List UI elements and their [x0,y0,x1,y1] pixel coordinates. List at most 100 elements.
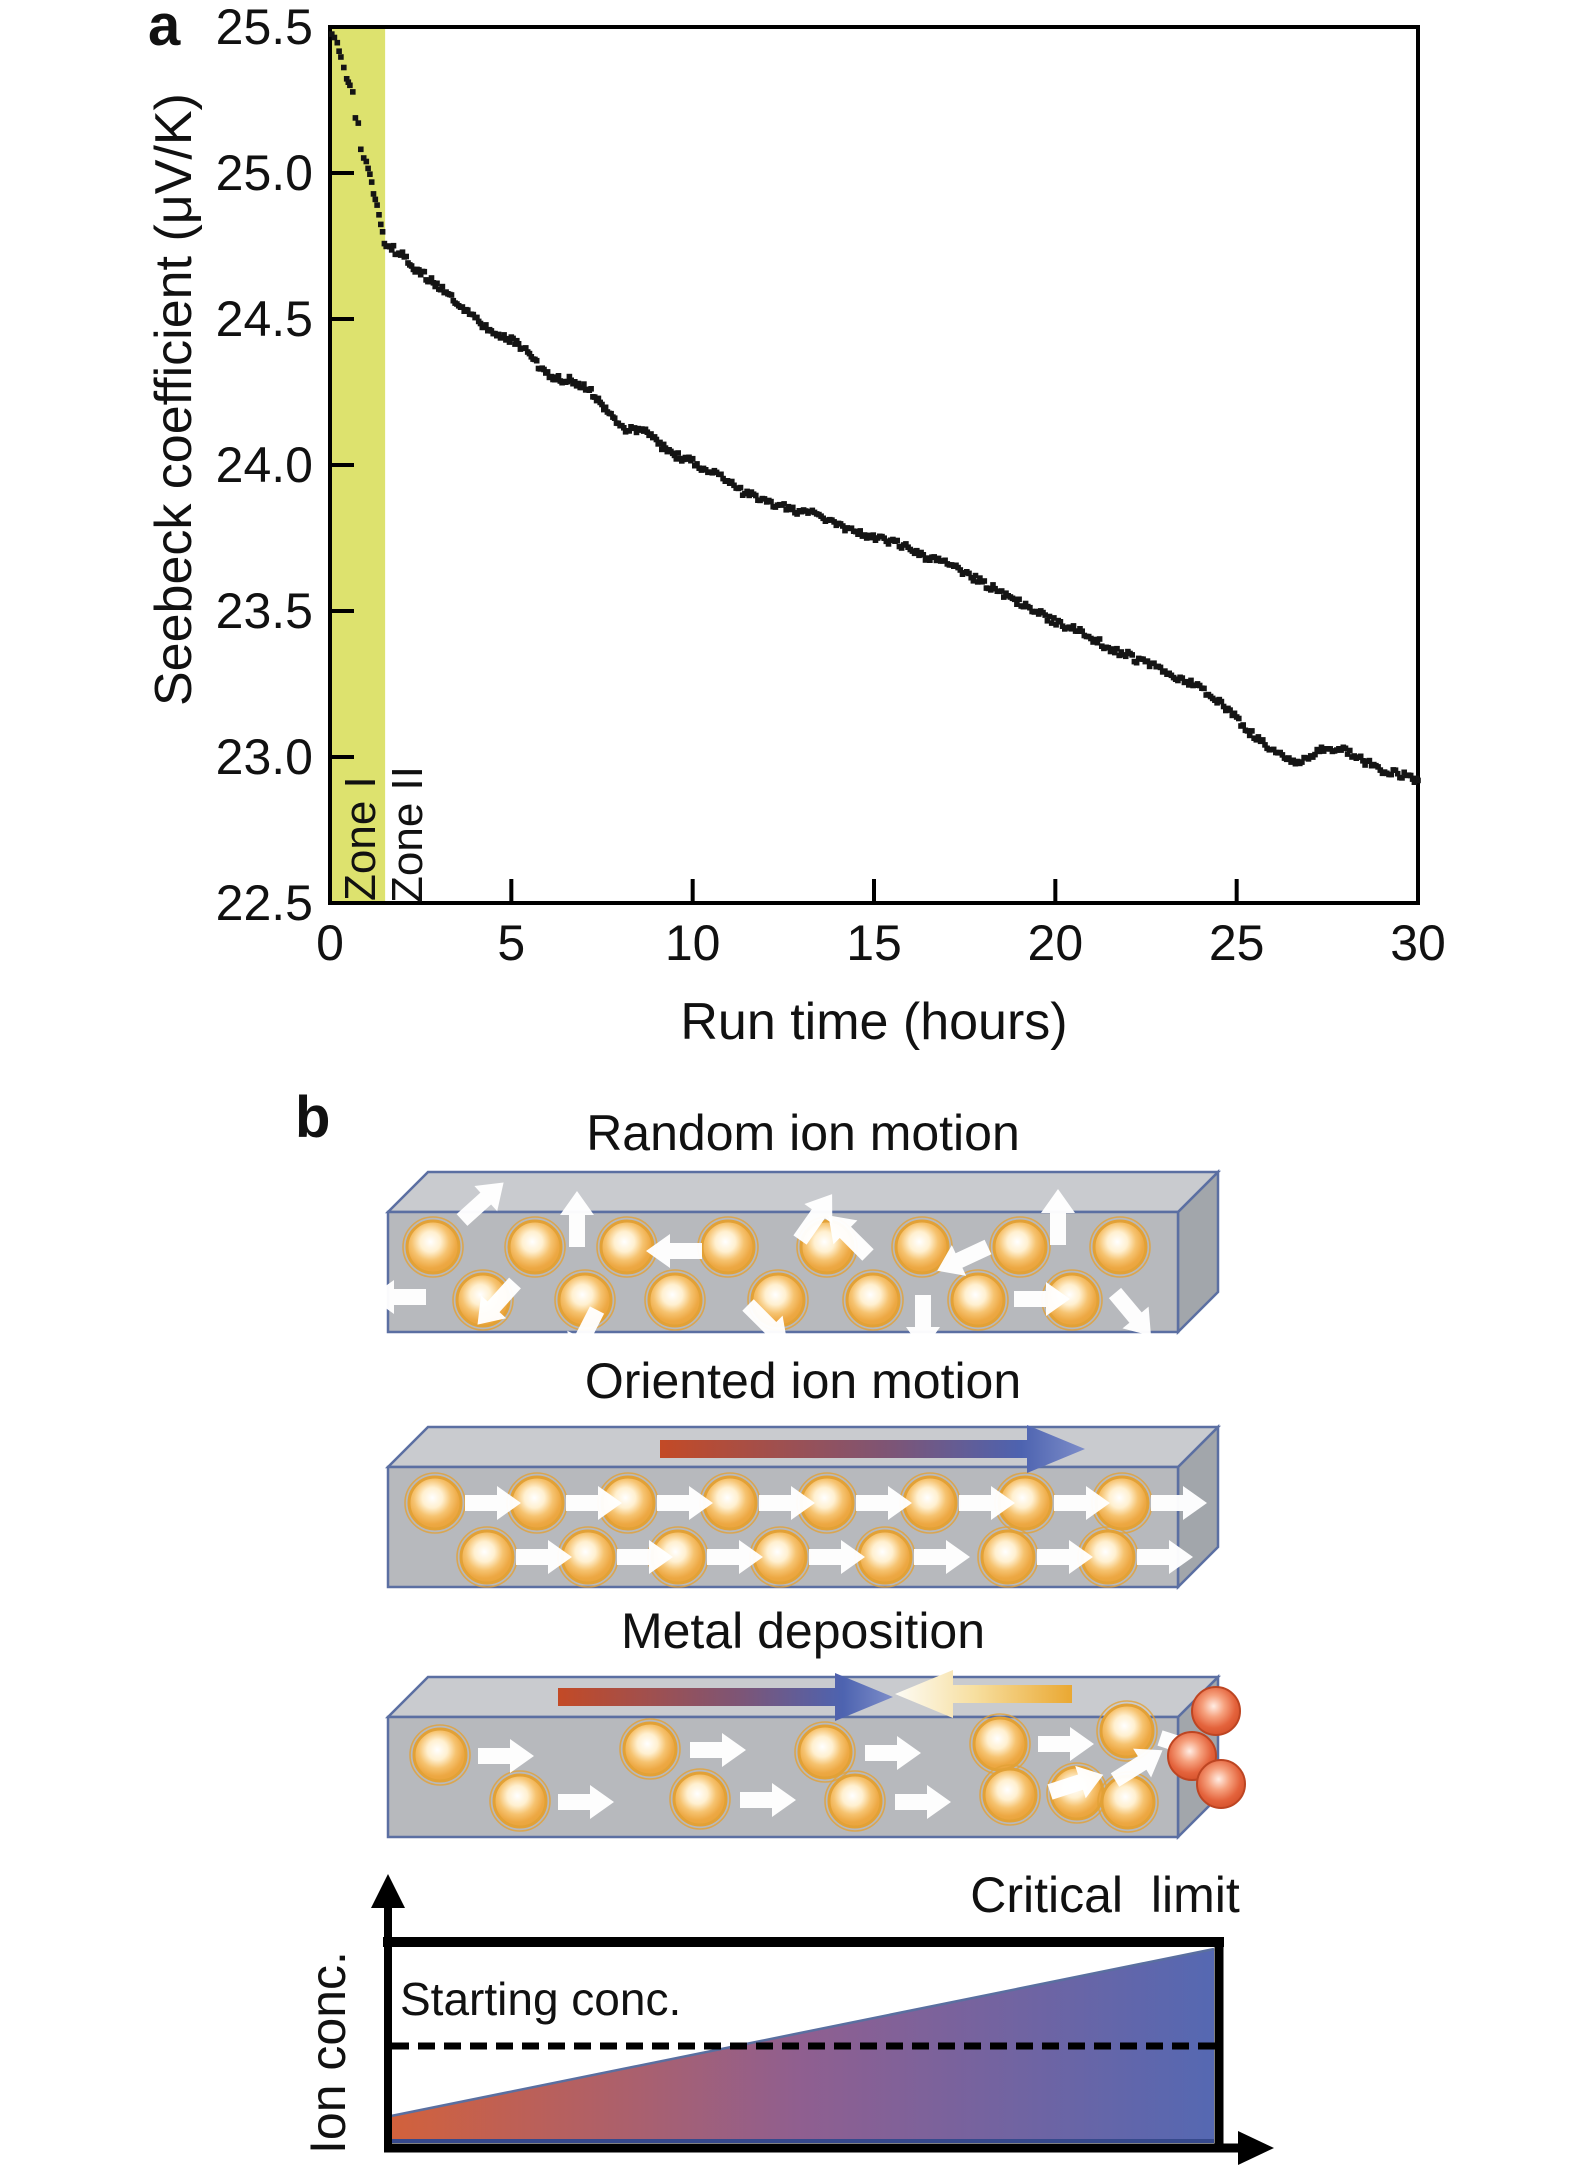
ion [972,1716,1028,1772]
ion-outer-ring [504,1216,566,1278]
ion-motion-arrow [937,1239,992,1276]
ion [557,1272,613,1328]
back-diffusion-arrow [895,1670,1072,1718]
ion [950,1272,1006,1328]
ion-motion-arrow [1137,1540,1193,1574]
deposited-metal-sphere [1196,1759,1246,1809]
x-tick-label: 5 [497,915,526,971]
deposited-metal-sphere [1167,1731,1217,1781]
ion-motion-arrow [558,1785,614,1819]
ion [509,1475,565,1531]
slab-deposition [384,1670,1246,1841]
x-tick-label: 20 [1027,915,1084,971]
ion-motion-arrow [1037,1540,1093,1574]
slab-top-face [384,1675,1222,1719]
ion-motion-arrow [740,1783,796,1817]
ion [1094,1475,1150,1531]
ion [902,1475,958,1531]
slab-side-face [1176,1168,1220,1336]
ion-motion-arrow [1047,1765,1104,1800]
ion [1044,1272,1100,1328]
ion [894,1219,950,1275]
slab-top-face [384,1425,1222,1469]
ion-motion-arrow [456,1182,504,1226]
ion [752,1529,808,1585]
ion-outer-ring [452,1269,514,1331]
ion [455,1272,511,1328]
ion [492,1773,548,1829]
ion-outer-ring [969,1713,1031,1775]
ion-motion-arrow [1151,1486,1207,1520]
ion-outer-ring [891,1216,953,1278]
ion-motion-arrow [793,1194,833,1245]
slab-random [370,1168,1222,1360]
starting-conc-label: Starting conc. [400,1973,682,2025]
ion-motion-arrow [914,1540,970,1574]
ion-outer-ring [1089,1216,1151,1278]
gradient-field-arrow [660,1425,1085,1473]
ion-outer-ring [619,1718,681,1780]
ion [797,1724,853,1780]
ion-outer-ring [669,1768,731,1830]
ion [599,1219,655,1275]
ion-outer-ring [699,1472,761,1534]
ion-motion-arrow [1108,1287,1151,1336]
ion [799,1219,855,1275]
y-tick-label: 23.0 [215,729,313,785]
y-axis-arrowhead [371,1874,405,1908]
ion [647,1272,703,1328]
ion [799,1475,855,1531]
ion [750,1272,806,1328]
slab-title-random: Random ion motion [586,1105,1020,1161]
slab-title-deposition: Metal deposition [620,1603,986,1659]
ion [1099,1703,1155,1759]
ion-motion-arrow [646,1234,702,1268]
x-axis-title: Run time (hours) [680,993,1068,1051]
ion-outer-ring [554,1269,616,1331]
slab-front-face [386,1715,1180,1839]
ion-outer-ring [557,1526,619,1588]
zone-1-label: Zone I [336,776,385,901]
ion [622,1721,678,1777]
ion-outer-ring [977,1526,1039,1588]
y-tick-label: 25.0 [215,145,313,201]
ion [992,1219,1048,1275]
ion-motion-arrow [742,1299,788,1345]
ion-motion-arrow [856,1486,912,1520]
zone1-band [332,29,386,901]
ion [507,1219,563,1275]
panel-a-label: a [148,0,181,58]
ion-outer-ring [824,1770,886,1832]
ion [845,1272,901,1328]
ion-outer-ring [1097,1771,1159,1833]
slab-front-face [386,1210,1180,1334]
ion-outer-ring [989,1216,1051,1278]
ion-outer-ring [489,1770,551,1832]
ion [982,1767,1038,1823]
ion-outer-ring [854,1526,916,1588]
ion [1092,1219,1148,1275]
ion-outer-ring [404,1472,466,1534]
slab-side-face [1176,1673,1220,1841]
ion-outer-ring [842,1269,904,1331]
slab-top-face [384,1170,1222,1214]
ion-motion-arrow [370,1280,426,1314]
slab-oriented [384,1423,1222,1591]
x-tick-label: 15 [846,915,902,971]
ion [672,1771,728,1827]
ion [980,1529,1036,1585]
x-tick-label: 0 [316,915,344,971]
ion-outer-ring [749,1526,811,1588]
ion-outer-ring [1077,1526,1139,1588]
ion-motion-arrow [477,1277,521,1325]
y-tick-label: 23.5 [215,583,313,639]
zone-2-label: Zone II [383,766,432,903]
x-tick-label: 30 [1390,915,1446,971]
ion-outer-ring [596,1216,658,1278]
ion-motion-arrow [1038,1727,1094,1761]
ion-motion-arrow [566,1486,622,1520]
ion [459,1529,515,1585]
ion-outer-ring [796,1472,858,1534]
ion-outer-ring [597,1472,659,1534]
